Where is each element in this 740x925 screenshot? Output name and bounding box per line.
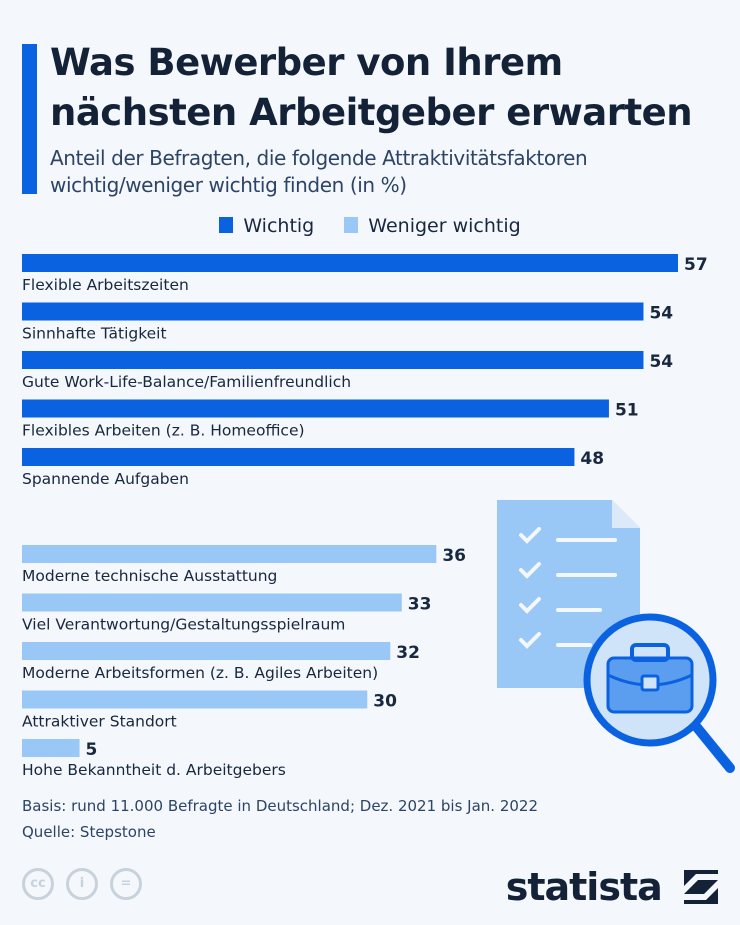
category-label: Flexibles Arbeiten (z. B. Homeoffice) bbox=[22, 422, 305, 440]
subtitle-line-1: Anteil der Befragten, die folgende Attra… bbox=[50, 146, 588, 170]
data-label: 54 bbox=[649, 304, 673, 324]
category-label: Gute Work-Life-Balance/Familienfreundlic… bbox=[22, 373, 351, 391]
legend-swatch bbox=[219, 217, 234, 233]
title-line-2: nächsten Arbeitgeber erwarten bbox=[50, 91, 693, 134]
category-label: Sinnhafte Tätigkeit bbox=[22, 325, 167, 343]
legend: Wichtig Weniger wichtig bbox=[0, 215, 740, 237]
bar bbox=[22, 351, 644, 369]
illustration bbox=[497, 500, 735, 773]
bar bbox=[22, 642, 391, 660]
category-label: Spannende Aufgaben bbox=[22, 470, 189, 488]
bar bbox=[22, 399, 609, 418]
data-label: 5 bbox=[86, 740, 98, 760]
subtitle: Anteil der Befragten, die folgende Attra… bbox=[50, 145, 588, 199]
subtitle-line-2: wichtig/weniger wichtig finden (in %) bbox=[50, 173, 407, 197]
attribution-icon[interactable]: i bbox=[66, 868, 98, 900]
data-label: 51 bbox=[615, 401, 639, 421]
magnifier-briefcase-icon bbox=[583, 613, 735, 773]
legend-swatch bbox=[344, 217, 359, 233]
legend-item-weniger-wichtig: Weniger wichtig bbox=[344, 215, 521, 237]
basis-note: Basis: rund 11.000 Befragte in Deutschla… bbox=[22, 797, 539, 815]
data-label: 36 bbox=[442, 546, 466, 566]
data-label: 30 bbox=[373, 692, 397, 712]
bar bbox=[22, 302, 644, 321]
bar bbox=[22, 545, 437, 563]
cc-license-icon[interactable]: cc bbox=[22, 868, 54, 900]
category-label: Moderne technische Ausstattung bbox=[22, 567, 277, 585]
data-label: 32 bbox=[396, 643, 420, 663]
statista-logo-text: statista bbox=[505, 864, 663, 909]
bar bbox=[22, 593, 402, 612]
legend-label: Wichtig bbox=[243, 215, 315, 237]
legend-item-wichtig: Wichtig bbox=[219, 215, 314, 237]
bar bbox=[22, 739, 80, 757]
legend-label: Weniger wichtig bbox=[368, 215, 521, 237]
no-derivatives-icon[interactable]: = bbox=[110, 868, 142, 900]
data-label: 48 bbox=[580, 449, 604, 469]
data-label: 54 bbox=[649, 352, 673, 372]
title-accent-bar bbox=[22, 44, 37, 194]
bar bbox=[22, 448, 575, 466]
bar bbox=[22, 690, 368, 709]
category-label: Moderne Arbeitsformen (z. B. Agiles Arbe… bbox=[22, 664, 378, 682]
title-line-1: Was Bewerber von Ihrem bbox=[50, 41, 563, 84]
category-label: Viel Verantwortung/Gestaltungsspielraum bbox=[22, 616, 345, 634]
data-label: 57 bbox=[684, 255, 708, 275]
statista-logo[interactable]: statista bbox=[506, 862, 718, 909]
data-label: 33 bbox=[408, 595, 432, 615]
category-label: Attraktiver Standort bbox=[22, 713, 177, 731]
statista-logo-mark bbox=[684, 869, 718, 904]
page-title: Was Bewerber von Ihrem nächsten Arbeitge… bbox=[50, 38, 693, 138]
category-label: Hohe Bekanntheit d. Arbeitgebers bbox=[22, 761, 286, 779]
source-note: Quelle: Stepstone bbox=[22, 823, 156, 841]
bar bbox=[22, 254, 678, 272]
category-label: Flexible Arbeitszeiten bbox=[22, 276, 189, 294]
